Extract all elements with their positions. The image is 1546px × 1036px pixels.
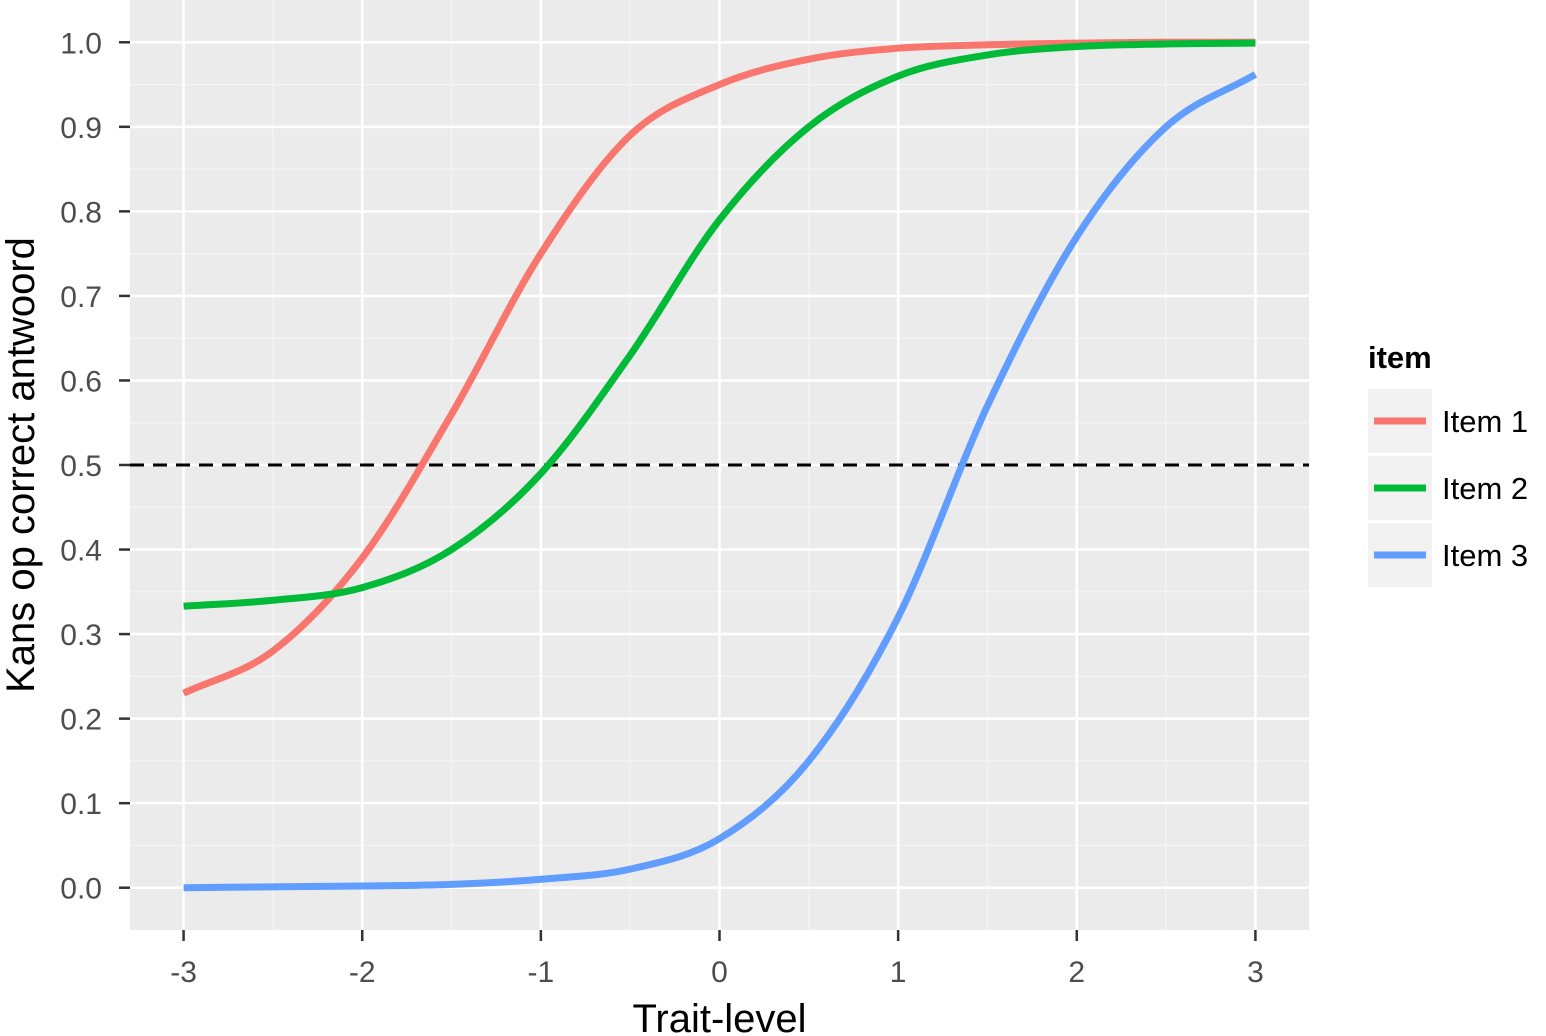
- y-tick-label: 0.0: [60, 873, 102, 906]
- y-tick-label: 0.1: [60, 788, 102, 821]
- x-tick-label: 3: [1247, 956, 1264, 989]
- x-tick-label: 0: [711, 956, 728, 989]
- y-tick-label: 0.4: [60, 535, 102, 568]
- y-axis: 0.0 0.1 0.2 0.3 0.4 0.5 0.6 0.7 0.8 0.9 1.0: [60, 27, 130, 906]
- legend-label-item-1: Item 1: [1442, 404, 1528, 439]
- legend: item Item 1 Item 2 Item 3: [1368, 340, 1528, 587]
- series-line-item-2: [183, 39, 1256, 610]
- y-axis-title: Kans op correct antwoord: [0, 237, 43, 693]
- x-tick-label: -1: [528, 956, 555, 989]
- y-tick-label: 0.9: [60, 112, 102, 145]
- y-tick-label: 0.3: [60, 619, 102, 652]
- series-line-item-3: [183, 71, 1258, 892]
- y-tick-label: 0.6: [60, 365, 102, 398]
- x-tick-label: 1: [890, 956, 907, 989]
- y-tick-label: 0.2: [60, 704, 102, 737]
- x-tick-label: -2: [349, 956, 376, 989]
- y-tick-label: 1.0: [60, 27, 102, 60]
- legend-label-item-2: Item 2: [1442, 471, 1528, 506]
- x-tick-label: -3: [170, 956, 197, 989]
- series-line-item-1: [182, 38, 1256, 697]
- legend-label-item-3: Item 3: [1442, 538, 1528, 573]
- y-tick-label: 0.5: [60, 450, 102, 483]
- series-layer: [182, 38, 1258, 892]
- y-tick-label: 0.8: [60, 196, 102, 229]
- x-tick-label: 2: [1068, 956, 1085, 989]
- y-tick-label: 0.7: [60, 281, 102, 314]
- x-axis-title: Trait-level: [632, 997, 806, 1036]
- legend-title: item: [1368, 340, 1432, 375]
- x-axis: -3 -2 -1 0 1 2 3: [170, 930, 1264, 989]
